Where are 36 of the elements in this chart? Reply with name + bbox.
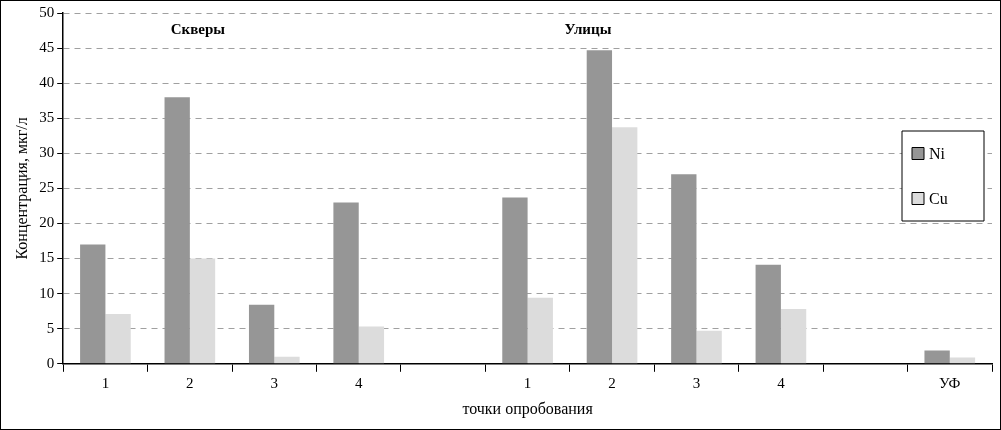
bar	[105, 313, 131, 364]
bar	[612, 127, 638, 364]
x-tick-label: 1	[523, 374, 532, 391]
x-tick-label: 2	[186, 374, 194, 391]
annotation: Скверы	[170, 21, 226, 38]
annotation: Улицы	[564, 21, 612, 38]
x-tick-label: 3	[270, 374, 279, 391]
y-tick-label: 50	[39, 3, 55, 20]
y-tick-label: 40	[39, 74, 55, 91]
x-axis-title: точки опробования	[462, 399, 594, 418]
x-tick-label: УФ	[939, 374, 961, 391]
x-tick-label: 4	[354, 374, 363, 391]
y-tick-label: 30	[39, 144, 55, 161]
y-tick-label: 5	[46, 319, 55, 336]
x-tick-label: 1	[101, 374, 110, 391]
x-tick-label: 2	[608, 374, 616, 391]
bar	[949, 357, 976, 364]
bar	[189, 258, 216, 364]
bar	[274, 356, 300, 364]
legend-label: Ni	[929, 144, 946, 162]
y-tick-label: 15	[39, 249, 55, 266]
x-tick-label: 3	[692, 374, 701, 391]
y-axis-title: Концентрация, мкг/л	[12, 117, 31, 260]
y-tick-label: 25	[39, 179, 55, 196]
y-tick-label: 35	[39, 109, 55, 126]
bar	[780, 309, 807, 364]
y-tick-label: 10	[39, 284, 55, 301]
x-tick-label: 4	[777, 374, 786, 391]
bar	[527, 297, 553, 364]
bar	[696, 330, 722, 364]
y-tick-label: 20	[39, 214, 55, 231]
y-tick-label: 45	[39, 39, 55, 56]
y-tick-label: 0	[46, 354, 55, 371]
legend-label: Cu	[929, 189, 948, 207]
bar	[924, 350, 950, 364]
bar	[358, 326, 385, 364]
